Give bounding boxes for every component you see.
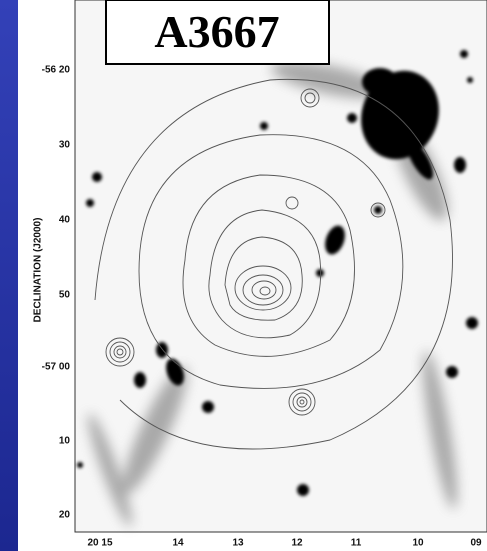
y-label: 10 <box>59 436 71 447</box>
y-label: -56 20 <box>42 65 71 76</box>
y-label: 20 <box>59 510 71 521</box>
x-label: 12 <box>291 538 303 549</box>
y-label: 50 <box>59 290 71 301</box>
radio-image <box>75 0 487 532</box>
x-label: 14 <box>172 538 184 549</box>
y-axis-title: DECLINATION (J2000) <box>33 218 44 323</box>
slide: A3667 DECLINATION (J2000) -56 20 30 40 5… <box>0 0 487 551</box>
title: A3667 <box>154 6 279 57</box>
x-label: 10 <box>412 538 424 549</box>
x-label: 11 <box>351 538 362 549</box>
x-label: 13 <box>232 538 244 549</box>
title-box: A3667 <box>106 0 329 64</box>
y-label: -57 00 <box>42 362 71 373</box>
x-label: 09 <box>470 538 482 549</box>
y-label: 30 <box>59 140 71 151</box>
y-label: 40 <box>59 215 71 226</box>
x-label: 20 15 <box>87 538 112 549</box>
